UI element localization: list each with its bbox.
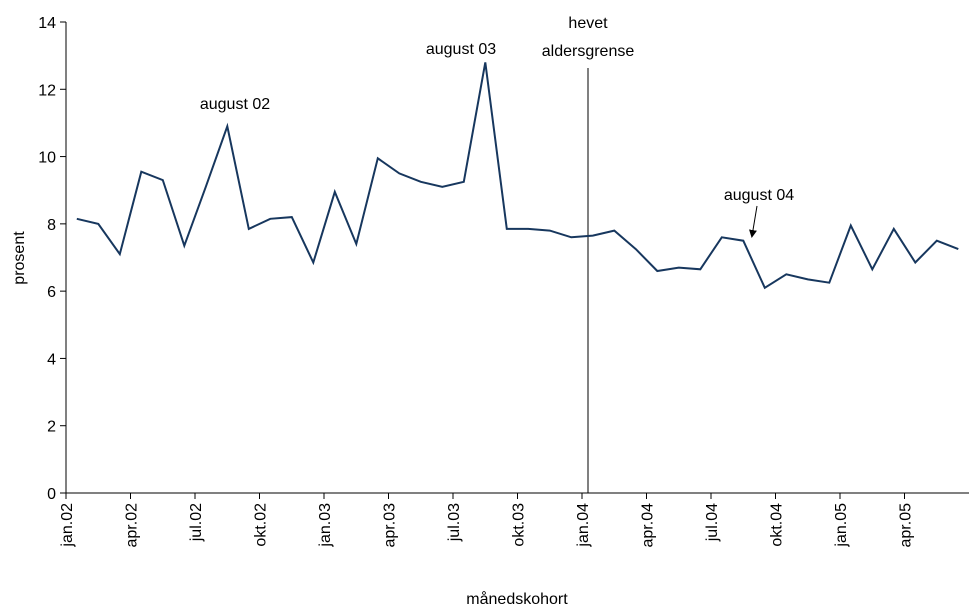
x-tick-label: okt.03 <box>511 503 528 547</box>
annotation: hevet <box>568 15 608 32</box>
x-tick-label: jul.04 <box>704 503 721 542</box>
y-axis-label: prosent <box>11 231 28 285</box>
x-tick-label: apr.02 <box>124 503 141 548</box>
y-tick-label: 14 <box>38 15 56 32</box>
y-tick-label: 6 <box>47 284 56 301</box>
x-tick-label: apr.03 <box>382 503 399 548</box>
x-tick-label: jan.02 <box>59 503 76 548</box>
x-tick-label: jul.02 <box>188 503 205 542</box>
x-tick-label: jan.04 <box>575 503 592 548</box>
y-tick-label: 8 <box>47 217 56 234</box>
x-tick-label: jan.03 <box>317 503 334 548</box>
annotation: august 04 <box>724 187 794 204</box>
y-tick-label: 2 <box>47 419 56 436</box>
annotation-arrow <box>749 205 758 238</box>
series-line <box>76 62 959 290</box>
x-axis-label: månedskohort <box>466 590 568 608</box>
x-tick-label: apr.04 <box>640 503 657 548</box>
x-tick-label: jan.05 <box>833 503 850 548</box>
x-tick-label: jul.03 <box>446 503 463 542</box>
y-tick-label: 12 <box>38 82 56 99</box>
annotation: august 02 <box>200 96 270 113</box>
x-tick-label: apr.05 <box>898 503 915 548</box>
annotation: aldersgrense <box>542 43 635 60</box>
y-tick-label: 4 <box>47 351 56 368</box>
x-tick-label: okt.04 <box>769 503 786 547</box>
x-tick-label: okt.02 <box>253 503 270 547</box>
y-tick-label: 10 <box>38 150 56 167</box>
y-tick-label: 0 <box>47 486 56 503</box>
annotation: august 03 <box>426 41 496 58</box>
